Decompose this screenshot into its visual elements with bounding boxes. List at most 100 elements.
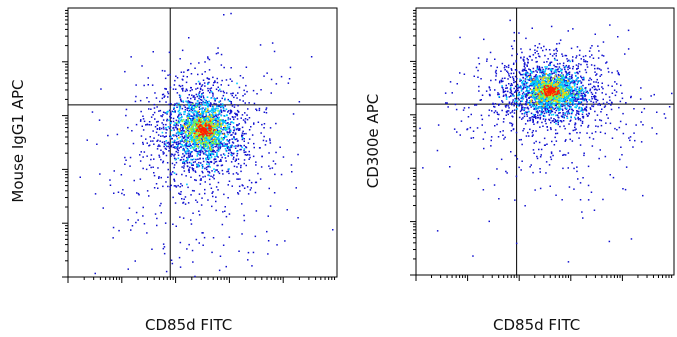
event-dot bbox=[574, 124, 576, 126]
event-dot bbox=[170, 112, 172, 114]
event-dot bbox=[583, 77, 585, 80]
event-dot bbox=[198, 106, 200, 108]
event-dot bbox=[195, 88, 197, 90]
event-dot bbox=[190, 194, 192, 196]
event-dot bbox=[508, 101, 511, 103]
event-dot bbox=[616, 70, 619, 72]
event-dot bbox=[204, 188, 206, 191]
event-dot bbox=[196, 119, 198, 121]
event-dot bbox=[181, 84, 184, 87]
event-dot bbox=[572, 109, 574, 112]
event-dot bbox=[202, 95, 205, 97]
event-dot bbox=[265, 108, 267, 111]
event-dot bbox=[580, 95, 582, 97]
event-dot bbox=[529, 166, 531, 168]
event-dot bbox=[561, 85, 563, 87]
event-dot bbox=[525, 76, 528, 78]
event-dot bbox=[198, 210, 200, 212]
event-dot bbox=[563, 88, 566, 91]
event-dot bbox=[512, 95, 515, 97]
event-dot bbox=[533, 87, 535, 89]
event-dot bbox=[167, 168, 169, 171]
event-dot bbox=[197, 115, 199, 117]
event-dot bbox=[240, 166, 242, 169]
event-dot bbox=[182, 137, 185, 139]
event-dot bbox=[192, 108, 194, 111]
event-dot bbox=[209, 114, 211, 116]
event-dot bbox=[576, 71, 578, 74]
event-dot bbox=[235, 94, 237, 97]
event-dot bbox=[150, 166, 152, 169]
event-dot bbox=[572, 90, 574, 92]
event-dot bbox=[577, 103, 579, 105]
event-dot bbox=[197, 130, 199, 133]
event-dot bbox=[180, 113, 182, 116]
event-dot bbox=[243, 159, 246, 161]
event-dot bbox=[664, 117, 667, 119]
event-dot bbox=[219, 141, 222, 143]
event-dot bbox=[207, 123, 209, 126]
event-dot bbox=[589, 89, 591, 92]
event-dot bbox=[218, 144, 220, 147]
event-dot bbox=[172, 134, 174, 136]
event-dot bbox=[217, 171, 220, 173]
event-dot bbox=[174, 139, 176, 142]
event-dot bbox=[565, 75, 567, 77]
event-dot bbox=[194, 131, 197, 134]
event-dot bbox=[527, 93, 530, 95]
event-dot bbox=[260, 89, 262, 91]
event-dot bbox=[630, 96, 632, 99]
event-dot bbox=[217, 89, 220, 92]
event-dot bbox=[570, 93, 572, 95]
event-dot bbox=[558, 71, 561, 73]
event-dot bbox=[194, 179, 196, 181]
event-dot bbox=[174, 202, 177, 204]
event-dot bbox=[212, 141, 215, 143]
event-dot bbox=[258, 147, 261, 149]
event-dot bbox=[175, 124, 177, 127]
event-dot bbox=[224, 148, 227, 150]
event-dot bbox=[511, 123, 514, 126]
event-dot bbox=[570, 99, 572, 102]
event-dot bbox=[239, 190, 241, 192]
event-dot bbox=[170, 129, 173, 132]
event-dot bbox=[211, 150, 214, 153]
event-dot bbox=[217, 119, 219, 122]
event-dot bbox=[155, 183, 158, 185]
event-dot bbox=[169, 188, 171, 191]
event-dot bbox=[213, 135, 215, 138]
event-dot bbox=[225, 129, 227, 132]
event-dot bbox=[223, 115, 226, 117]
event-dot bbox=[195, 125, 198, 128]
event-dot bbox=[598, 157, 600, 160]
event-dot bbox=[230, 112, 232, 114]
event-dot bbox=[191, 106, 194, 109]
event-dot bbox=[494, 103, 497, 105]
event-dot bbox=[640, 141, 643, 143]
event-dot bbox=[568, 112, 571, 115]
event-dot bbox=[170, 120, 173, 123]
event-dot bbox=[226, 139, 228, 141]
event-dot bbox=[184, 111, 186, 113]
event-dot bbox=[553, 82, 555, 84]
event-dot bbox=[205, 118, 207, 121]
event-dot bbox=[541, 112, 543, 114]
event-dot bbox=[214, 99, 216, 101]
event-dot bbox=[172, 196, 174, 199]
event-dot bbox=[166, 162, 169, 164]
event-dot bbox=[643, 107, 646, 110]
event-dot bbox=[200, 146, 202, 148]
event-dot bbox=[231, 138, 233, 140]
event-dot bbox=[183, 170, 186, 172]
event-dot bbox=[197, 164, 199, 166]
event-dot bbox=[181, 184, 183, 187]
event-dot bbox=[239, 128, 241, 130]
event-dot bbox=[576, 100, 578, 103]
event-dot bbox=[243, 144, 245, 147]
event-dot bbox=[510, 151, 512, 153]
event-dot bbox=[142, 143, 144, 145]
event-dot bbox=[179, 241, 182, 244]
event-dot bbox=[553, 121, 556, 123]
event-dot bbox=[528, 135, 530, 137]
event-dot bbox=[525, 135, 528, 137]
